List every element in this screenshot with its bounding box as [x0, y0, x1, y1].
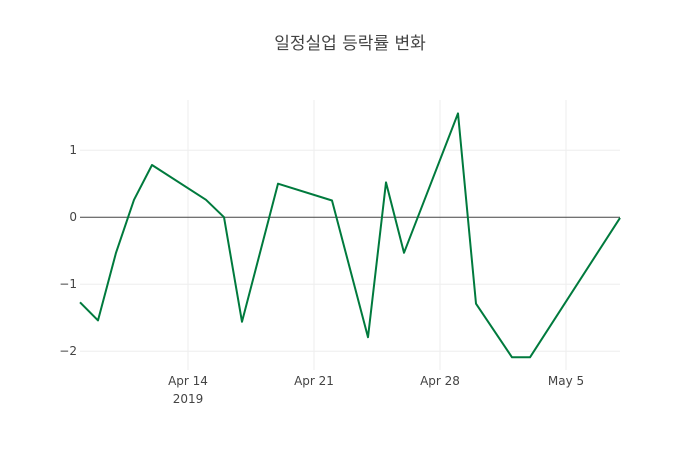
chart-title: 일정실업 등락률 변화	[274, 34, 426, 54]
x-tick-label: Apr 14	[168, 374, 208, 388]
series-line	[79, 112, 621, 359]
y-tick-label: −2	[59, 344, 77, 358]
gridlines	[80, 100, 620, 370]
x-tick-sublabel: 2019	[173, 392, 204, 406]
x-tick-label: May 5	[548, 374, 584, 388]
y-tick-label: −1	[59, 277, 77, 291]
x-axis-ticks: Apr 14 2019 Apr 21 Apr 28 May 5	[168, 374, 584, 406]
x-tick-label: Apr 28	[420, 374, 460, 388]
y-tick-label: 1	[69, 143, 77, 157]
y-axis-ticks: 1 0 −1 −2	[59, 143, 77, 358]
series	[79, 112, 621, 359]
x-tick-label: Apr 21	[294, 374, 334, 388]
y-tick-label: 0	[69, 210, 77, 224]
